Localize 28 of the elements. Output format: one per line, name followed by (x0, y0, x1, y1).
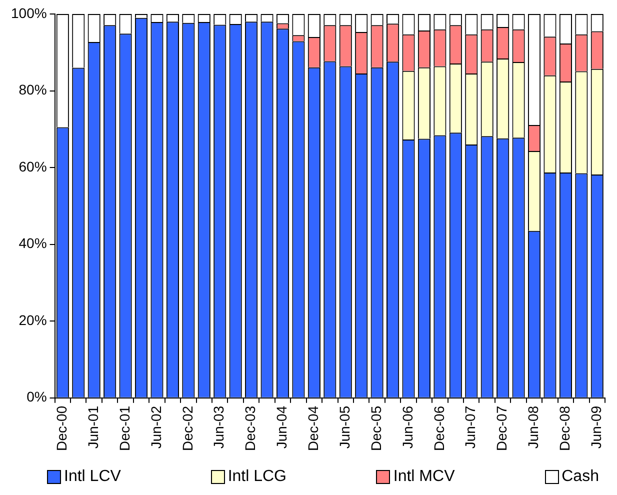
y-tick-label: 40% (18, 235, 47, 252)
x-tick-label: Dec-00 (54, 406, 70, 452)
x-tick-label: Dec-02 (179, 406, 196, 452)
y-tick-label: 0% (26, 388, 47, 405)
legend-label: Cash (562, 468, 599, 486)
legend-label: Intl LCV (64, 468, 121, 486)
x-tick-label: Jun-06 (399, 406, 416, 449)
y-tick-label: 60% (18, 158, 47, 174)
x-tick-label: Dec-06 (430, 406, 447, 452)
x-tick-label: Jun-09 (588, 406, 604, 449)
y-tick-label: 20% (18, 312, 47, 328)
x-tick-label: Dec-03 (242, 406, 258, 452)
y-tick-label: 80% (18, 82, 47, 98)
x-tick-label: Dec-01 (116, 406, 132, 452)
legend-label: Intl LCG (228, 468, 286, 486)
y-tick-label: 100% (10, 4, 47, 21)
x-tick-label: Dec-07 (494, 406, 510, 452)
x-tick-label: Dec-08 (556, 406, 573, 452)
legend-label: Intl MCV (393, 468, 455, 486)
x-tick-label: Jun-08 (525, 406, 542, 449)
x-tick-label: Jun-01 (84, 406, 101, 449)
x-tick-label: Jun-05 (336, 406, 352, 449)
x-tick-label: Jun-07 (462, 406, 478, 449)
x-tick-label: Dec-05 (368, 406, 384, 452)
x-tick-label: Jun-04 (274, 406, 290, 449)
x-tick-label: Dec-04 (305, 406, 322, 452)
x-tick-label: Jun-03 (210, 406, 227, 449)
x-tick-label: Jun-02 (148, 406, 164, 449)
